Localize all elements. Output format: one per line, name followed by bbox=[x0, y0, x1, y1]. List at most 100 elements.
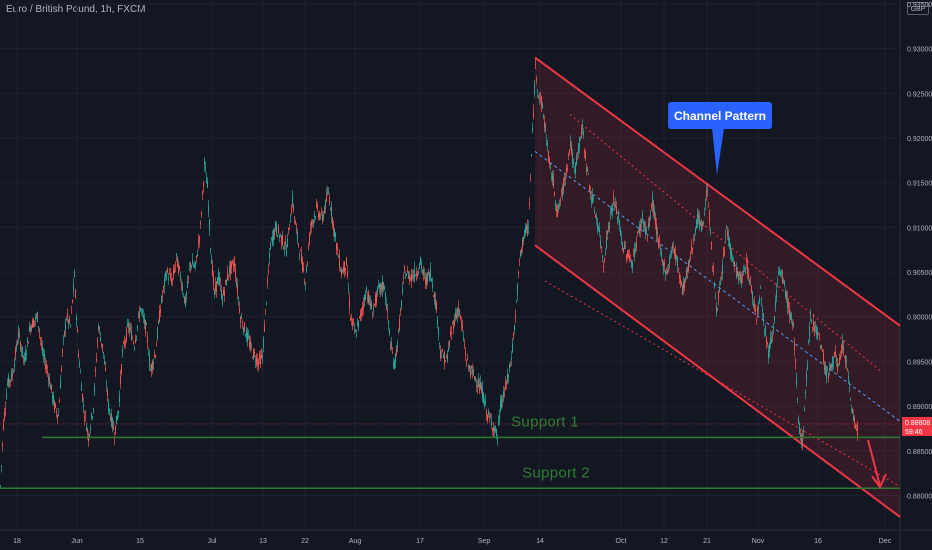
candle-body bbox=[281, 235, 282, 244]
support-lines: Support 1 Support 2 bbox=[0, 413, 900, 490]
candle-body bbox=[768, 349, 769, 359]
currency-badge[interactable]: GBP bbox=[907, 2, 929, 15]
candle-body bbox=[827, 369, 828, 372]
candle-body bbox=[502, 398, 503, 401]
candle-body bbox=[633, 253, 634, 255]
candle-body bbox=[841, 346, 842, 353]
candle-body bbox=[21, 349, 22, 352]
channel-lower-line bbox=[534, 244, 901, 518]
candle-body bbox=[328, 191, 329, 194]
candle-body bbox=[284, 248, 285, 250]
candle-body bbox=[649, 217, 650, 226]
candle-body bbox=[83, 403, 84, 407]
candle-body bbox=[773, 327, 774, 331]
candle-body bbox=[470, 372, 471, 377]
candle-body bbox=[527, 226, 528, 235]
candle-body bbox=[439, 342, 440, 344]
candle-body bbox=[852, 409, 853, 414]
candle-body bbox=[382, 281, 383, 292]
candle-body bbox=[721, 277, 722, 279]
x-tick-label: 13 bbox=[259, 538, 267, 545]
y-tick-label: 0.89000 bbox=[907, 404, 932, 411]
candle-body bbox=[261, 354, 262, 358]
candle-body bbox=[47, 371, 48, 373]
candle-body bbox=[678, 267, 679, 269]
candle-body bbox=[9, 379, 10, 383]
candle-body bbox=[82, 393, 83, 401]
candle-body bbox=[742, 274, 743, 277]
candle-body bbox=[538, 96, 539, 98]
candle-body bbox=[640, 224, 641, 231]
candle-body bbox=[274, 229, 275, 236]
candle-body bbox=[314, 215, 315, 218]
candle-body bbox=[656, 223, 657, 235]
candle-body bbox=[745, 270, 746, 273]
candle-body bbox=[223, 289, 224, 295]
candle-body bbox=[548, 152, 549, 162]
candle-body bbox=[100, 336, 101, 342]
candle-body bbox=[648, 223, 649, 229]
candle-body bbox=[198, 240, 199, 244]
candle-body bbox=[0, 485, 1, 487]
candle-body bbox=[468, 364, 469, 367]
candle-body bbox=[679, 274, 680, 279]
candle-body bbox=[295, 221, 296, 225]
candle-body bbox=[595, 215, 596, 218]
candle-body bbox=[12, 373, 13, 377]
candle-body bbox=[853, 415, 854, 421]
x-tick-label: 21 bbox=[703, 538, 711, 545]
candle-body bbox=[133, 342, 134, 344]
candle-body bbox=[50, 384, 51, 389]
candle-body bbox=[545, 125, 546, 130]
candle-body bbox=[632, 262, 633, 269]
candle-body bbox=[467, 358, 468, 361]
candle-body bbox=[377, 288, 378, 292]
candle-body bbox=[767, 342, 768, 345]
candle-body bbox=[390, 345, 391, 350]
candle-body bbox=[323, 214, 324, 219]
candle-body bbox=[695, 228, 696, 233]
candle-body bbox=[293, 205, 294, 211]
candle-body bbox=[541, 96, 542, 107]
candle-body bbox=[171, 278, 172, 284]
candle-body bbox=[201, 212, 202, 216]
candle-body bbox=[613, 195, 614, 201]
candle-body bbox=[717, 308, 718, 310]
candle-body bbox=[345, 267, 346, 270]
candle-body bbox=[591, 197, 592, 203]
candle-body bbox=[22, 346, 23, 356]
x-tick-label: 18 bbox=[13, 538, 21, 545]
candle-body bbox=[94, 386, 95, 393]
candle-body bbox=[278, 226, 279, 233]
down-arrow-head bbox=[871, 473, 887, 489]
candle-body bbox=[385, 293, 386, 299]
candle-body bbox=[796, 378, 797, 385]
candle-body bbox=[46, 365, 47, 369]
candle-body bbox=[510, 365, 511, 367]
candle-body bbox=[163, 286, 164, 288]
y-tick-label: 0.90500 bbox=[907, 270, 932, 277]
candle-body bbox=[154, 355, 155, 357]
candle-body bbox=[445, 361, 446, 363]
candle-body bbox=[74, 271, 75, 278]
candle-body bbox=[609, 222, 610, 228]
candle-body bbox=[526, 224, 527, 230]
candle-body bbox=[119, 395, 120, 402]
candle-body bbox=[570, 141, 571, 146]
callout-label: Channel Pattern bbox=[674, 109, 766, 123]
candle-body bbox=[803, 429, 804, 432]
candle-body bbox=[581, 127, 582, 137]
candle-body bbox=[58, 414, 59, 416]
candle-body bbox=[676, 256, 677, 259]
candle-body bbox=[844, 356, 845, 358]
candle-body bbox=[759, 298, 760, 302]
candle-body bbox=[713, 269, 714, 271]
candle-body bbox=[440, 350, 441, 359]
candle-body bbox=[674, 249, 675, 256]
candle-body bbox=[330, 209, 331, 211]
candle-body bbox=[497, 438, 498, 440]
candle-body bbox=[606, 237, 607, 248]
candle-body bbox=[400, 310, 401, 312]
candle-body bbox=[461, 322, 462, 324]
